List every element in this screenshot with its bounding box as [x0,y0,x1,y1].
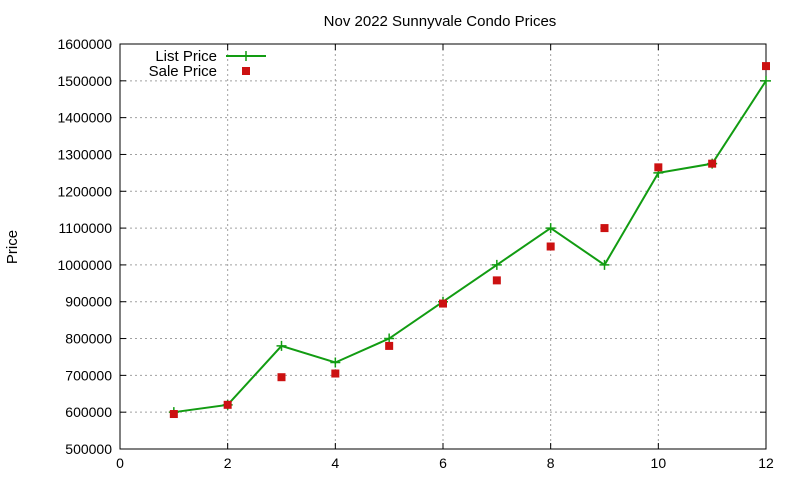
sale-price-point [439,299,447,308]
sale-price-point [223,400,232,409]
list-price-point [384,333,395,344]
y-tick-label: 500000 [65,441,112,457]
list-price-point [330,357,341,368]
sale-price-point [546,242,555,251]
x-tick-label: 0 [116,455,124,471]
list-price-point [545,223,556,234]
legend-list-price-marker [241,51,251,61]
y-tick-label: 1300000 [57,146,112,162]
sale-price-point [762,62,770,71]
x-tick-label: 2 [224,455,232,471]
y-tick-label: 900000 [65,294,112,310]
sale-price-point [492,276,501,285]
legend-label-list-price: List Price [155,48,217,65]
x-tick-label: 12 [758,455,774,471]
y-tick-label: 700000 [65,367,112,383]
tick-layer: 500000 600000 700000 800000 900000 1000000 110… [57,36,774,471]
series-layer [168,62,771,419]
y-axis-label: Price [4,230,21,264]
y-tick-label: 800000 [65,331,112,347]
y-tick-label: 1200000 [57,183,112,199]
x-tick-label: 4 [331,455,339,471]
legend: List Price Sale Price [149,48,266,80]
sale-price-point [600,224,609,233]
y-tick-label: 1400000 [57,110,112,126]
grid-layer [120,44,766,449]
legend-label-sale-price: Sale Price [149,63,217,80]
y-tick-label: 1100000 [59,220,113,236]
y-tick-label: 1600000 [57,36,112,52]
list-price-line [173,80,767,414]
x-tick-label: 8 [547,455,555,471]
x-tick-label: 6 [439,455,447,471]
x-tick-label: 10 [651,455,667,471]
sale-price-point [654,163,663,172]
list-price-point [761,75,771,86]
sale-price-point [277,373,286,382]
list-price-point [491,259,502,270]
list-price-point [599,259,610,270]
sale-price-point [708,159,717,168]
y-tick-label: 600000 [65,404,112,420]
sale-price-point [169,410,178,419]
list-price-point [276,340,287,351]
sale-price-point [331,369,340,378]
y-tick-label: 1000000 [57,257,112,273]
sale-price-point [385,341,394,350]
legend-sale-price-marker [242,67,250,75]
chart-title: Nov 2022 Sunnyvale Condo Prices [324,13,557,30]
y-tick-label: 1500000 [57,73,112,89]
